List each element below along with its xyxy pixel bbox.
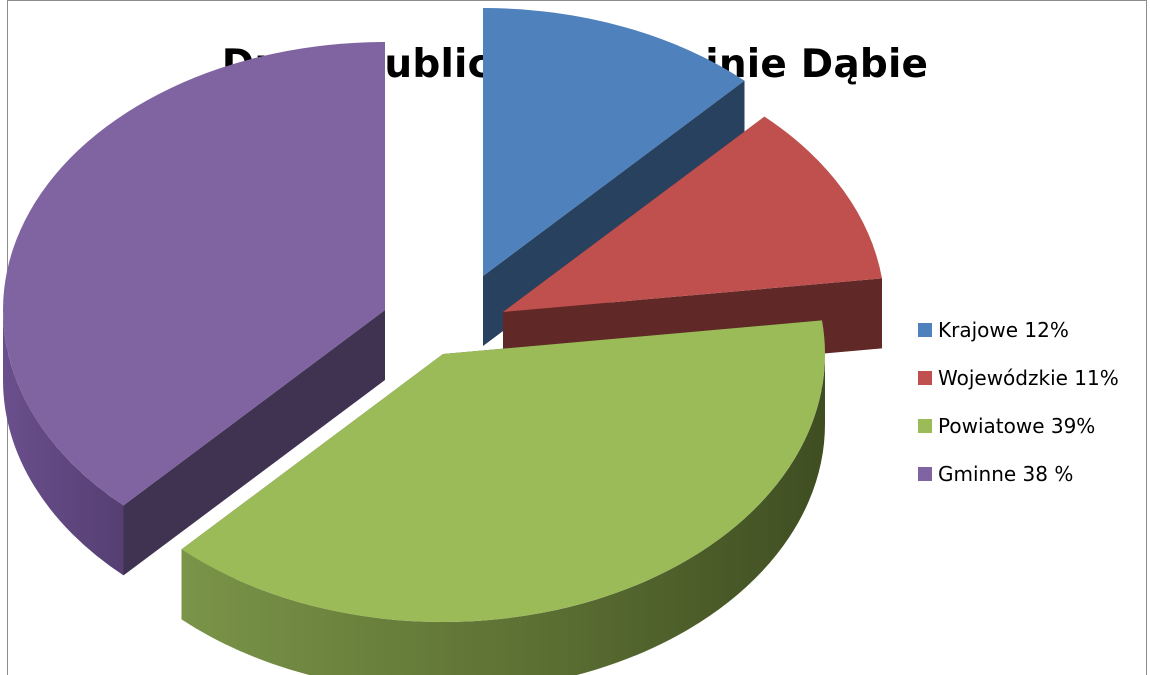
legend-swatch (918, 419, 932, 433)
legend-item: Gminne 38 % (918, 450, 1119, 498)
legend-swatch (918, 323, 932, 337)
legend-label: Krajowe 12% (938, 318, 1069, 342)
pie-slice-top (181, 320, 825, 622)
pie-slice-top (483, 8, 745, 276)
pie-slice-top (3, 42, 386, 506)
pie-slice-rim (181, 354, 825, 675)
legend-item: Krajowe 12% (918, 306, 1119, 354)
pie-slice (181, 320, 825, 675)
legend-swatch (918, 371, 932, 385)
legend-label: Gminne 38 % (938, 462, 1074, 486)
pie-slice-top (503, 116, 882, 312)
pie-slice-rim (3, 310, 124, 576)
legend-label: Powiatowe 39% (938, 414, 1096, 438)
legend-item: Wojewódzkie 11% (918, 354, 1119, 402)
legend-swatch (918, 467, 932, 481)
legend-label: Wojewódzkie 11% (938, 366, 1119, 390)
pie-slice (3, 42, 386, 576)
legend: Krajowe 12% Wojewódzkie 11% Powiatowe 39% G… (918, 306, 1119, 498)
legend-item: Powiatowe 39% (918, 402, 1119, 450)
pie-slice-wall (123, 310, 386, 576)
